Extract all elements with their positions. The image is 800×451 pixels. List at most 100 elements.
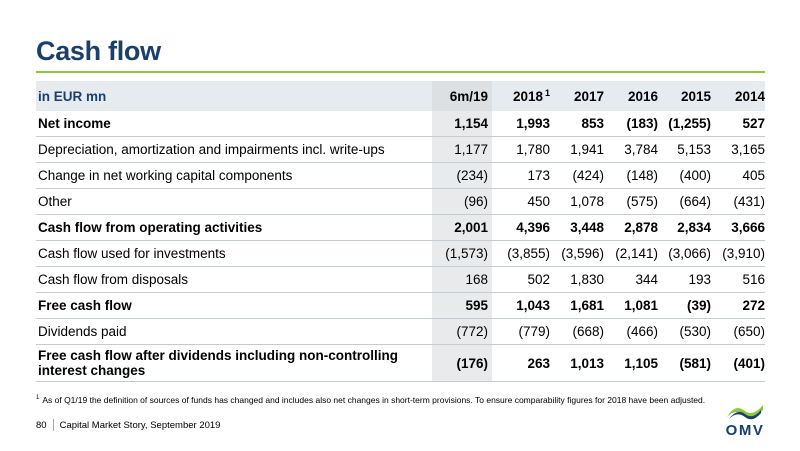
- row-value: 2,834: [658, 214, 711, 241]
- footnote-ref: 1: [544, 87, 550, 98]
- row-value: (668): [550, 318, 604, 345]
- title-divider: [36, 71, 765, 73]
- row-value: (96): [432, 188, 492, 215]
- table-row: Cash flow from operating activities 2,001…: [36, 214, 765, 241]
- row-value: (664): [658, 188, 711, 215]
- column-header: 2018 1: [492, 81, 550, 111]
- row-value: (3,855): [492, 240, 550, 267]
- table-header-row: in EUR mn 6m/19 2018 1 2017 2016 2015 201…: [36, 81, 765, 111]
- column-header: 6m/19: [432, 81, 492, 111]
- row-value: 502: [492, 266, 550, 293]
- row-value: (3,066): [658, 240, 711, 267]
- row-value: 3,666: [711, 214, 765, 241]
- cash-flow-table: in EUR mn 6m/19 2018 1 2017 2016 2015 201…: [36, 81, 765, 382]
- row-value: (1,255): [658, 111, 711, 137]
- row-value: (466): [604, 318, 658, 345]
- row-value: (400): [658, 162, 711, 189]
- row-value: 1,830: [550, 266, 604, 293]
- table-row: Free cash flow 595 1,043 1,681 1,081 (39) 272: [36, 292, 765, 319]
- row-value: 193: [658, 266, 711, 293]
- row-value: 168: [432, 266, 492, 293]
- row-label: Cash flow from operating activities: [36, 214, 432, 241]
- row-value: 527: [711, 111, 765, 137]
- table-row: Free cash flow after dividends including…: [36, 344, 765, 382]
- row-value: 1,681: [550, 292, 604, 319]
- row-value: (3,910): [711, 240, 765, 267]
- row-label: Free cash flow: [36, 292, 432, 319]
- row-value: 3,784: [604, 136, 658, 163]
- column-header: 2017: [550, 81, 604, 111]
- row-value: 1,105: [604, 344, 658, 382]
- row-value: 4,396: [492, 214, 550, 241]
- column-header: 2015: [658, 81, 711, 111]
- row-value: 1,941: [550, 136, 604, 163]
- deck-name: Capital Market Story, September 2019: [59, 419, 221, 431]
- row-value: 405: [711, 162, 765, 189]
- row-value: 1,013: [550, 344, 604, 382]
- footnote: 1 As of Q1/19 the definition of sources o…: [36, 395, 765, 405]
- row-value: (772): [432, 318, 492, 345]
- footnote-marker: 1: [36, 395, 40, 401]
- row-value: (779): [492, 318, 550, 345]
- row-value: 1,078: [550, 188, 604, 215]
- row-value: 272: [711, 292, 765, 319]
- row-value: (3,596): [550, 240, 604, 267]
- row-value: 263: [492, 344, 550, 382]
- row-value: 595: [432, 292, 492, 319]
- table-row: Cash flow from disposals 168 502 1,830 344 19…: [36, 266, 765, 293]
- row-label: Cash flow from disposals: [36, 266, 432, 293]
- header-unit-label: in EUR mn: [36, 81, 432, 111]
- row-value: 516: [711, 266, 765, 293]
- logo-text: OMV: [725, 422, 765, 439]
- row-label: Depreciation, amortization and impairmen…: [36, 136, 432, 163]
- footer-divider: [52, 419, 54, 431]
- row-label: Free cash flow after dividends including…: [36, 344, 432, 382]
- row-value: (1,573): [432, 240, 492, 267]
- row-value: (650): [711, 318, 765, 345]
- row-value: 3,448: [550, 214, 604, 241]
- column-header-label: 2018: [512, 88, 543, 104]
- row-label: Dividends paid: [36, 318, 432, 345]
- row-value: 853: [550, 111, 604, 137]
- omv-logo-icon: [727, 405, 763, 420]
- page-number: 80: [36, 419, 47, 431]
- table-row: Other (96) 450 1,078 (575) (664) (431): [36, 188, 765, 215]
- row-label: Cash flow used for investments: [36, 240, 432, 267]
- row-value: 1,177: [432, 136, 492, 163]
- slide-footer: 80 Capital Market Story, September 2019: [36, 419, 220, 431]
- table-row: Cash flow used for investments (1,573) (3,…: [36, 240, 765, 267]
- row-label: Net income: [36, 111, 432, 137]
- row-value: 2,878: [604, 214, 658, 241]
- row-value: (575): [604, 188, 658, 215]
- omv-logo: OMV: [723, 401, 767, 439]
- row-value: (234): [432, 162, 492, 189]
- row-value: (581): [658, 344, 711, 382]
- page-title: Cash flow: [36, 36, 161, 66]
- row-value: 344: [604, 266, 658, 293]
- row-value: 1,154: [432, 111, 492, 137]
- table-row: Change in net working capital components…: [36, 162, 765, 189]
- column-header: 2016: [604, 81, 658, 111]
- column-header: 2014: [711, 81, 765, 111]
- row-label: Other: [36, 188, 432, 215]
- footnote-text: As of Q1/19 the definition of sources of…: [42, 395, 706, 405]
- row-value: 1,993: [492, 111, 550, 137]
- table-row: Dividends paid (772) (779) (668) (466) (530)(…: [36, 318, 765, 345]
- row-value: (176): [432, 344, 492, 382]
- table-row: Depreciation, amortization and impairmen…: [36, 136, 765, 163]
- row-value: (431): [711, 188, 765, 215]
- row-value: 5,153: [658, 136, 711, 163]
- row-value: (530): [658, 318, 711, 345]
- row-value: 173: [492, 162, 550, 189]
- table-row: Net income 1,154 1,993 853 (183) (1,255) 527: [36, 111, 765, 137]
- row-value: (183): [604, 111, 658, 137]
- row-value: 1,043: [492, 292, 550, 319]
- row-value: (148): [604, 162, 658, 189]
- row-label: Change in net working capital components: [36, 162, 432, 189]
- row-value: (2,141): [604, 240, 658, 267]
- row-value: 450: [492, 188, 550, 215]
- row-value: 1,780: [492, 136, 550, 163]
- row-value: (401): [711, 344, 765, 382]
- row-value: 2,001: [432, 214, 492, 241]
- row-value: (424): [550, 162, 604, 189]
